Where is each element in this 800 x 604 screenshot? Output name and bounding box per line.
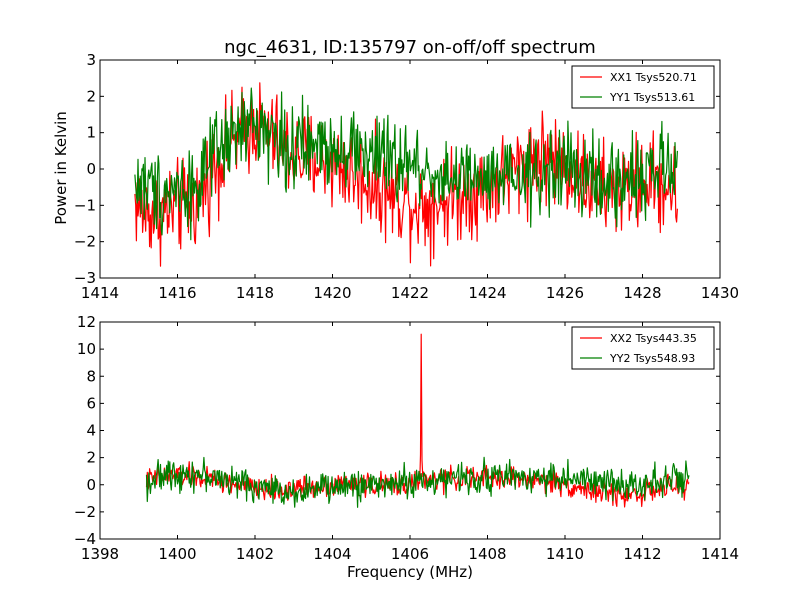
- top-x-tick-label: 1420: [313, 284, 351, 302]
- top-y-tick-label: 1: [86, 124, 96, 142]
- bottom-x-tick-label: 1412: [623, 545, 661, 563]
- top-x-tick-label: 1430: [701, 284, 739, 302]
- bottom-y-tick-label: 4: [86, 422, 96, 440]
- bottom-x-tick-label: 1400: [158, 545, 196, 563]
- bottom-legend-label: YY2 Tsys548.93: [609, 352, 695, 365]
- top-legend-label: YY1 Tsys513.61: [609, 91, 695, 104]
- bottom-y-tick-label: 12: [77, 313, 96, 331]
- top-x-tick-label: 1428: [623, 284, 661, 302]
- top-x-tick-label: 1418: [236, 284, 274, 302]
- top-y-tick-label: 2: [86, 87, 96, 105]
- bottom-x-tick-label: 1410: [546, 545, 584, 563]
- bottom-chart-xlabel: Frequency (MHz): [347, 563, 473, 581]
- bottom-y-tick-label: 0: [86, 476, 96, 494]
- bottom-x-tick-label: 1408: [468, 545, 506, 563]
- top-chart-title: ngc_4631, ID:135797 on-off/off spectrum: [224, 37, 596, 58]
- top-x-tick-label: 1416: [158, 284, 196, 302]
- bottom-y-tick-label: 2: [86, 449, 96, 467]
- top-x-tick-label: 1426: [546, 284, 584, 302]
- top-chart-ylabel: Power in Kelvin: [52, 111, 70, 225]
- top-x-tick-label: 1414: [81, 284, 119, 302]
- top-y-tick-label: 3: [86, 51, 96, 69]
- top-y-tick-label: −2: [74, 233, 96, 251]
- bottom-y-tick-label: 6: [86, 394, 96, 412]
- bottom-x-tick-label: 1414: [701, 545, 739, 563]
- bottom-y-tick-label: 10: [77, 340, 96, 358]
- bottom-series-line-2: [145, 456, 690, 508]
- bottom-spectrum-panel: Frequency (MHz) 1398 1400 1402 1404 1406 1408…: [74, 313, 739, 581]
- bottom-legend-box: [571, 326, 715, 370]
- top-y-tick-label: 0: [86, 160, 96, 178]
- top-series-line-2: [134, 87, 678, 241]
- bottom-x-tick-label: 1402: [236, 545, 274, 563]
- bottom-x-tick-label: 1406: [391, 545, 429, 563]
- bottom-y-tick-label: −4: [74, 530, 96, 548]
- top-legend-label: XX1 Tsys520.71: [610, 71, 697, 84]
- top-x-tick-label: 1424: [468, 284, 506, 302]
- top-legend-box: [571, 65, 715, 109]
- top-y-tick-label: −1: [74, 196, 96, 214]
- bottom-x-tick-label: 1398: [81, 545, 119, 563]
- bottom-x-tick-label: 1404: [313, 545, 351, 563]
- bottom-legend-label: XX2 Tsys443.35: [610, 332, 697, 345]
- bottom-y-tick-label: −2: [74, 503, 96, 521]
- top-y-tick-label: −3: [74, 269, 96, 287]
- top-x-tick-label: 1422: [391, 284, 429, 302]
- bottom-y-tick-label: 8: [86, 367, 96, 385]
- top-spectrum-panel: ngc_4631, ID:135797 on-off/off spectrum …: [52, 37, 739, 302]
